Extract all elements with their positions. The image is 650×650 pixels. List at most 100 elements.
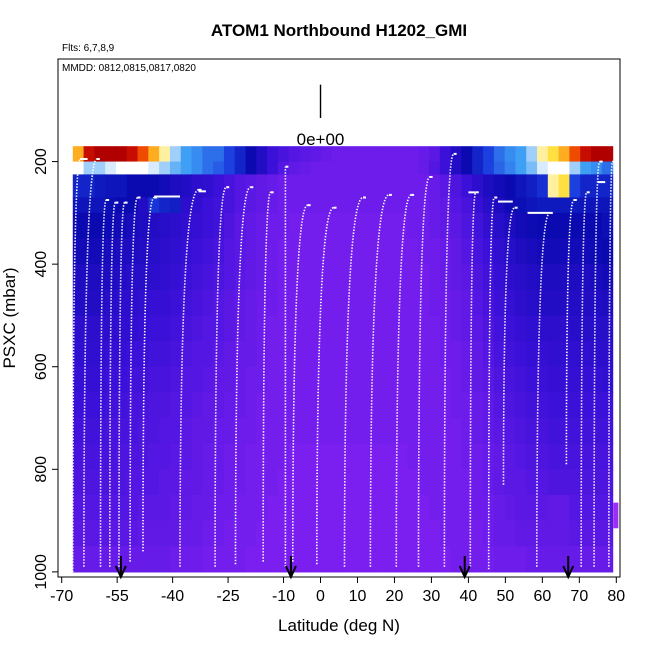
heat-cell (461, 161, 473, 175)
heat-cell (580, 469, 592, 496)
heat-cell (396, 315, 409, 342)
heat-cell (277, 366, 290, 393)
heat-cell (83, 469, 95, 496)
heat-cell (267, 315, 279, 342)
heat-cell (385, 264, 398, 291)
heat-cell (547, 546, 560, 573)
heat-cell (537, 212, 549, 240)
heat-cell (591, 238, 603, 265)
x-tick-label: 10 (349, 588, 367, 605)
heat-cell (256, 494, 268, 522)
heat-cell (429, 146, 441, 163)
heat-cell (234, 520, 247, 547)
heat-cell (569, 174, 581, 199)
heat-cell (375, 494, 387, 522)
heat-cell (483, 469, 495, 496)
flight-profile (536, 212, 551, 567)
heat-cell (126, 520, 139, 547)
heat-cell (396, 212, 409, 240)
heat-cell (202, 161, 214, 175)
heat-cell (72, 494, 85, 522)
heat-cell (277, 238, 290, 265)
heat-cell (83, 264, 95, 291)
heat-cell (472, 469, 484, 496)
heat-cell (450, 161, 463, 175)
heat-cell (591, 289, 603, 317)
heat-cell (267, 546, 279, 573)
heat-cell (483, 197, 495, 214)
heat-cell (353, 238, 365, 265)
heat-cell (558, 174, 571, 199)
heat-cell (321, 161, 333, 175)
heat-cell (331, 289, 344, 317)
heat-cell (72, 418, 85, 445)
heat-cell (256, 146, 268, 163)
heat-cell (115, 161, 128, 175)
heat-cell (601, 520, 614, 547)
heat-cell (342, 289, 355, 317)
heat-cell (180, 494, 193, 522)
heat-cell (267, 520, 279, 547)
heat-cell (385, 546, 398, 573)
heat-cell (331, 238, 344, 265)
heat-cell (223, 197, 236, 214)
heat-cell (321, 289, 333, 317)
heat-cell (364, 161, 376, 175)
heat-cell (159, 197, 171, 214)
heat-cell (375, 315, 387, 342)
heat-cell (547, 341, 560, 368)
heat-cell (310, 161, 322, 175)
heat-cell (267, 341, 279, 368)
heat-cell (148, 315, 160, 342)
heat-cell (407, 238, 419, 265)
heat-cell (353, 469, 365, 496)
heat-cell (439, 146, 452, 163)
heat-cell (169, 494, 182, 522)
heat-cell (299, 289, 311, 317)
heat-cell (256, 161, 268, 175)
heat-cell (472, 212, 484, 240)
heat-cell (385, 520, 398, 547)
heat-cell (580, 289, 592, 317)
heat-cell (472, 494, 484, 522)
heat-cell (493, 341, 506, 368)
heat-cell (450, 197, 463, 214)
heat-cell (234, 418, 247, 445)
heat-cell (115, 366, 128, 393)
heat-cell (558, 161, 571, 175)
heat-cell (396, 289, 409, 317)
heat-cell (450, 546, 463, 573)
heat-cell (450, 174, 463, 199)
heat-cell (483, 146, 495, 163)
axes: -70 -55 -40 -25 -10 0 10 20 30 40 50 60 70 80 200 400 60… (33, 148, 625, 605)
heat-cell (223, 546, 236, 573)
heat-cell (191, 174, 203, 199)
x-tick-label: 40 (460, 588, 478, 605)
heat-cell (202, 546, 214, 573)
heat-cell (504, 238, 517, 265)
heat-cell (159, 161, 171, 175)
heat-cell (288, 520, 301, 547)
heat-cell (515, 315, 527, 342)
heat-cell (180, 341, 193, 368)
heat-cell (159, 469, 171, 496)
heat-cell (569, 264, 581, 291)
heat-cell (94, 494, 106, 522)
heat-cell (429, 520, 441, 547)
flight-profile (262, 191, 272, 562)
heat-cell (321, 520, 333, 547)
heat-cell (288, 161, 301, 175)
heat-cell (439, 264, 452, 291)
heat-cell (180, 212, 193, 240)
heat-cell (396, 238, 409, 265)
heat-cell (461, 289, 473, 317)
heat-cell (526, 392, 538, 419)
heat-cell (169, 366, 182, 393)
heat-cell (591, 174, 603, 199)
heat-cell (385, 443, 398, 470)
heat-cell (191, 146, 203, 163)
heat-cell (558, 546, 571, 573)
heat-cell (277, 520, 290, 547)
heat-cell (202, 392, 214, 419)
heat-cell (310, 212, 322, 240)
